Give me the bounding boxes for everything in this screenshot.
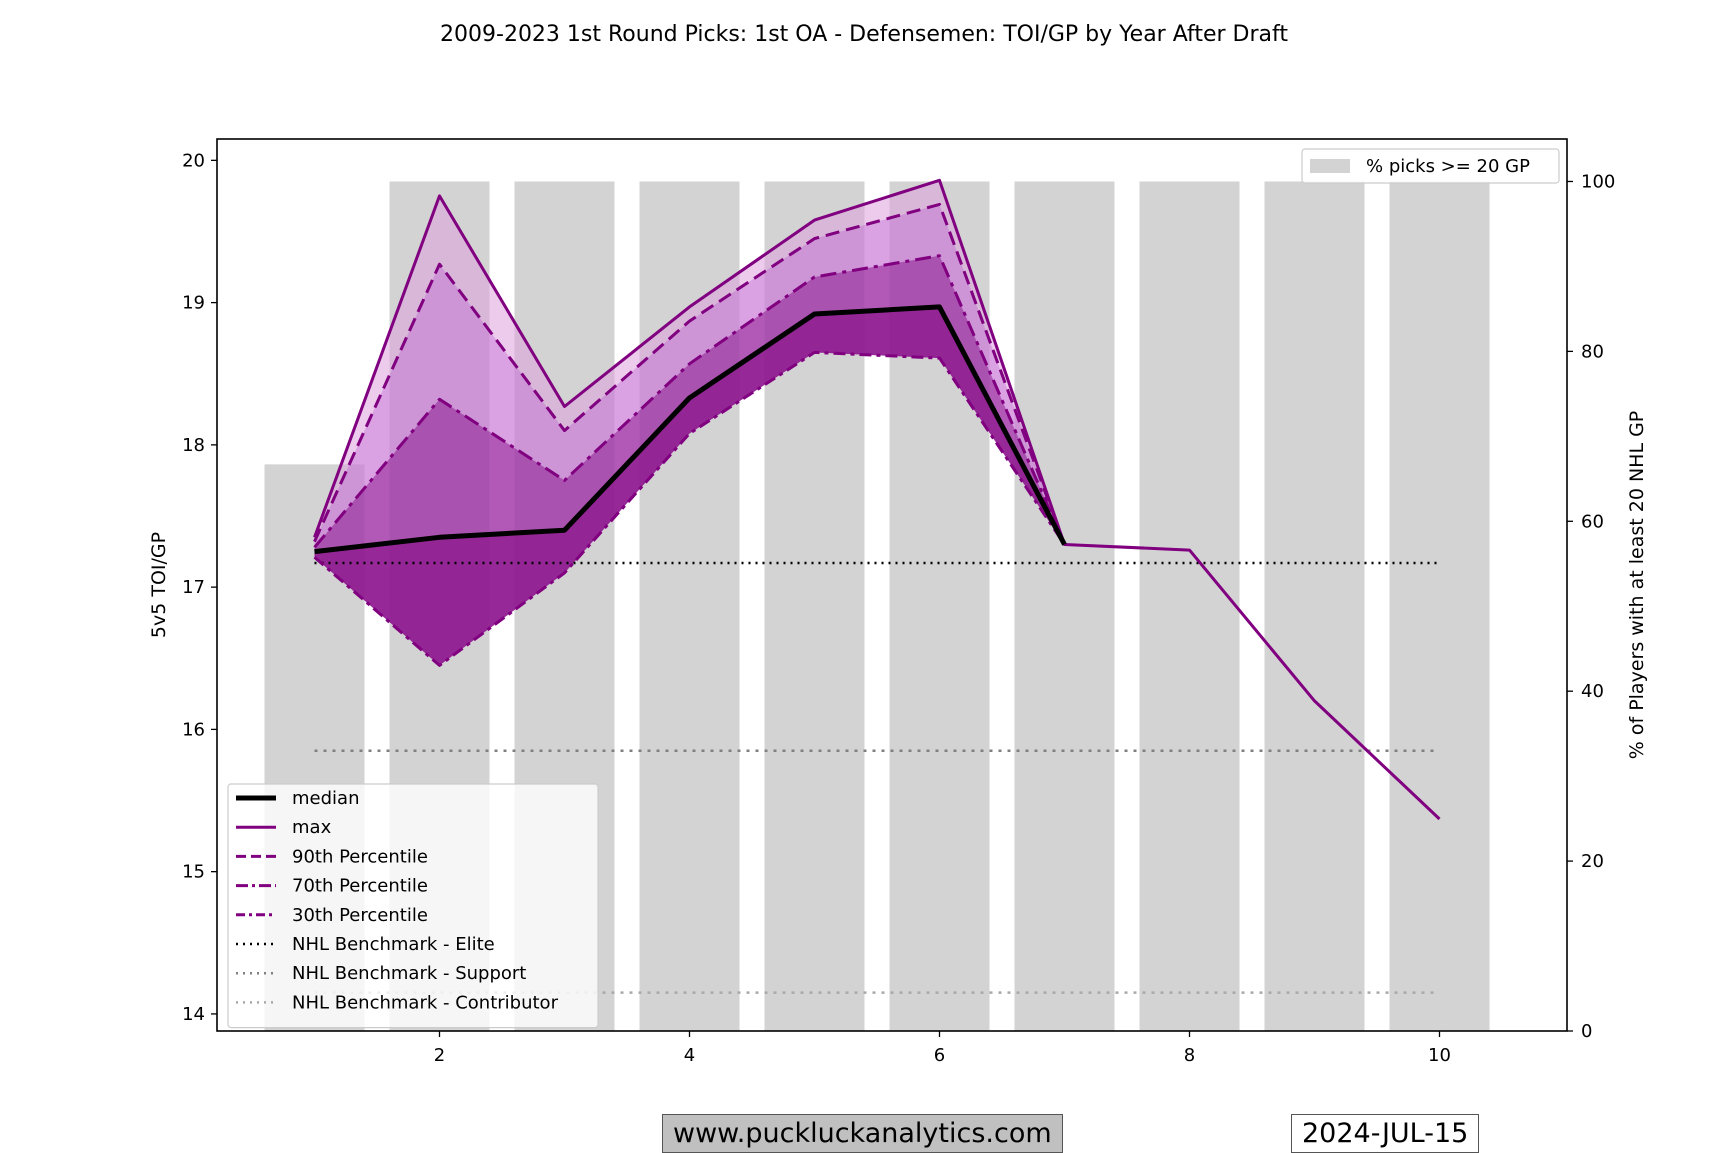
y-axis-label: 5v5 TOI/GP: [148, 532, 170, 638]
legend: median max 90th Percentile 70th Percentile 3…: [227, 783, 599, 1029]
plot-frame: [216, 138, 1568, 1032]
x-tick-label: 10: [1428, 1045, 1451, 1066]
website-watermark: www.puckluckanalytics.com: [662, 1114, 1063, 1153]
bar-year-9: [1264, 181, 1365, 1031]
series-line-median: [314, 304, 1067, 555]
y-tick-label: 15: [182, 862, 205, 883]
legend-label: 30th Percentile: [292, 905, 428, 926]
y2-tick-label: 0: [1581, 1021, 1592, 1042]
x-tick-label: 8: [1184, 1045, 1195, 1066]
legend-label: 70th Percentile: [292, 876, 428, 897]
y2-tick-label: 100: [1581, 171, 1615, 192]
bar-legend-box: [1301, 148, 1560, 184]
y-tick-label: 14: [182, 1004, 205, 1025]
axes-layer: 2 4 6 8 10 14 15 16 17 18 19 20 0 20 40 60 80 100: [182, 150, 1615, 1066]
y2-tick-label: 40: [1581, 681, 1604, 702]
y2-tick-label: 60: [1581, 511, 1604, 532]
y-tick-label: 17: [182, 577, 205, 598]
x-tick-label: 2: [434, 1045, 445, 1066]
date-stamp: 2024-JUL-15: [1291, 1114, 1480, 1153]
legend-label: max: [292, 817, 332, 838]
y-tick-label: 16: [182, 719, 205, 740]
legend-label: NHL Benchmark - Support: [292, 963, 526, 984]
legend-label: median: [292, 788, 359, 809]
bar-legend-swatch: [1310, 159, 1350, 173]
benchmarks-layer: [314, 561, 1440, 994]
bar-legend: % picks >= 20 GP: [1301, 148, 1560, 184]
y2-tick-label: 20: [1581, 851, 1604, 872]
series-line-90th-percentile: [313, 202, 1066, 546]
lines-layer: [313, 178, 1441, 821]
legend-box: [227, 783, 599, 1029]
band-median-30th: [314, 306, 1065, 666]
series-line-max: [313, 178, 1441, 821]
series-line-30th-percentile: [313, 350, 1066, 667]
bar-legend-label: % picks >= 20 GP: [1366, 156, 1530, 177]
y-tick-label: 18: [182, 435, 205, 456]
legend-label: NHL Benchmark - Elite: [292, 934, 495, 955]
legend-label: NHL Benchmark - Contributor: [292, 992, 559, 1013]
bar-year-8: [1139, 181, 1240, 1031]
bar-year-10: [1389, 181, 1490, 1031]
y2-tick-label: 80: [1581, 341, 1604, 362]
x-tick-label: 4: [684, 1045, 695, 1066]
y2-axis-label: % of Players with at least 20 NHL GP: [1626, 411, 1648, 760]
x-tick-label: 6: [934, 1045, 945, 1066]
bar-year-7: [1014, 181, 1115, 1031]
legend-label: 90th Percentile: [292, 846, 428, 867]
y-tick-label: 19: [182, 293, 205, 314]
series-line-70th-percentile: [313, 254, 1066, 549]
y-tick-label: 20: [182, 150, 205, 171]
chart-title: 2009-2023 1st Round Picks: 1st OA - Defe…: [440, 22, 1288, 47]
